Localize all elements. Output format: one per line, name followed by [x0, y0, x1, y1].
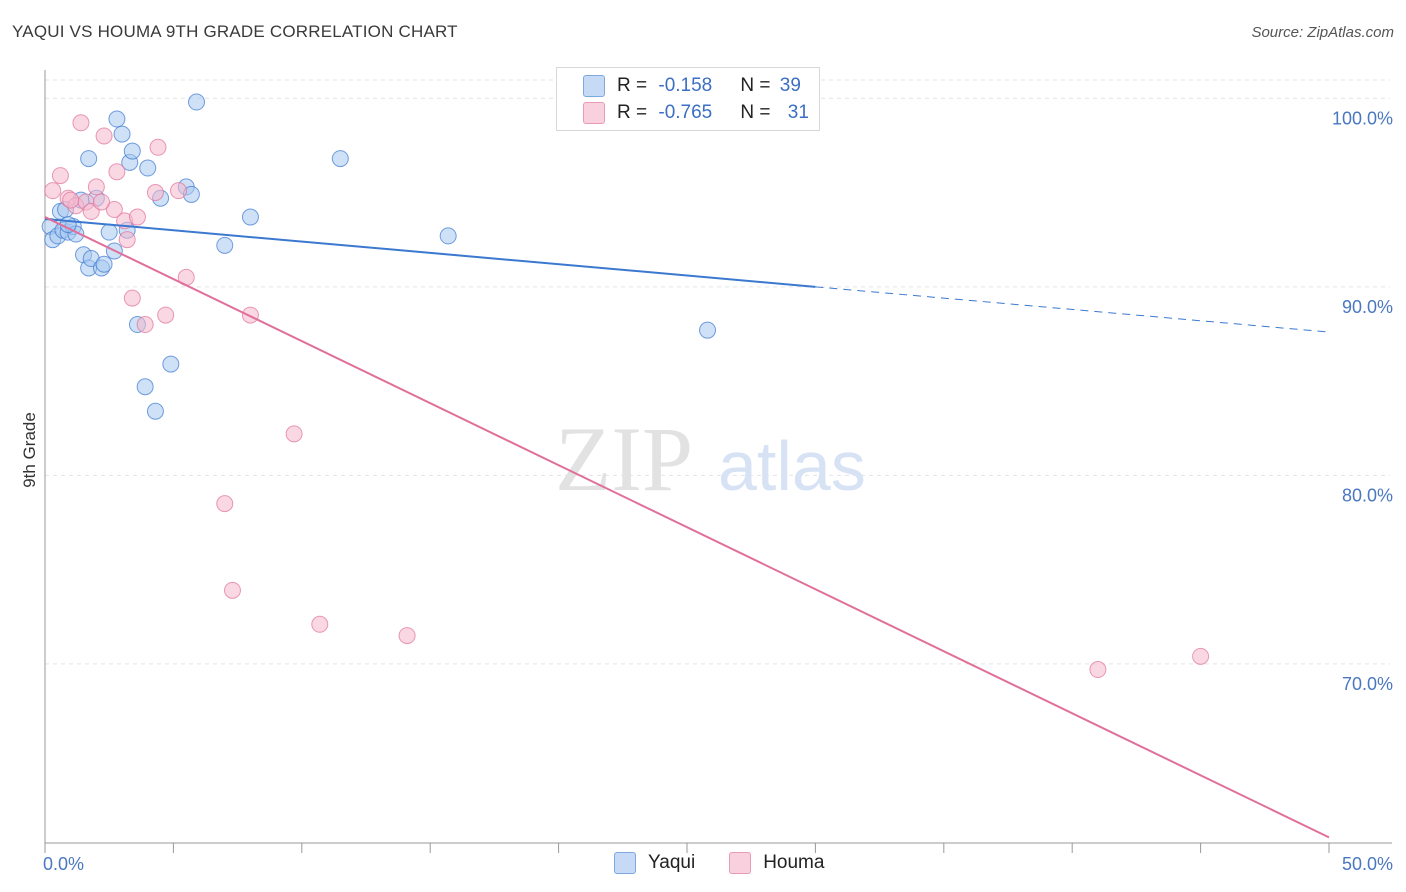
data-point-yaqui [113, 125, 131, 143]
data-point-houma [157, 306, 175, 324]
legend-n-value: 39 [779, 75, 801, 96]
data-point-yaqui [100, 223, 118, 241]
data-points [41, 93, 1210, 679]
legend-swatch-yaqui [583, 75, 605, 97]
watermark-atlas: atlas [718, 427, 866, 505]
trend-lines [44, 216, 1330, 839]
data-point-houma [1089, 661, 1107, 679]
data-point-houma [128, 208, 146, 226]
series-legend: Yaqui Houma [614, 852, 858, 874]
y-axis-label: 9th Grade [20, 412, 39, 488]
data-point-houma [123, 289, 141, 307]
watermark-zip: ZIP [555, 408, 693, 510]
data-point-houma [398, 627, 416, 645]
data-point-houma [149, 138, 167, 156]
data-point-houma [87, 178, 105, 196]
axes [44, 70, 1392, 853]
legend-swatch-houma [583, 102, 605, 124]
gridlines [45, 79, 1390, 665]
data-point-houma [285, 425, 303, 443]
data-point-yaqui [80, 150, 98, 168]
legend-row-houma: R = -0.765 N = 31 [583, 100, 809, 126]
legend-r-label: R = [617, 75, 653, 96]
data-point-yaqui [146, 402, 164, 420]
data-point-houma [241, 306, 259, 324]
data-point-houma [136, 316, 154, 334]
data-point-yaqui [241, 208, 259, 226]
series-yaqui [41, 93, 717, 420]
series-swatch-yaqui [614, 852, 636, 874]
tick-labels: 70.0% 80.0% 90.0% 100.0% 0.0% 50.0% [43, 108, 1393, 874]
data-point-yaqui [699, 321, 717, 339]
y-tick-label: 100.0% [1332, 108, 1393, 128]
data-point-houma [44, 182, 62, 200]
data-point-yaqui [216, 236, 234, 254]
data-point-houma [223, 581, 241, 599]
data-point-houma [72, 114, 90, 132]
series-label-houma: Houma [763, 852, 825, 873]
data-point-yaqui [439, 227, 457, 245]
y-tick-label: 70.0% [1342, 674, 1393, 694]
chart-title: YAQUI VS HOUMA 9TH GRADE CORRELATION CHA… [12, 22, 458, 41]
data-point-houma [95, 127, 113, 145]
legend-n-label: N = [740, 102, 776, 123]
data-point-yaqui [331, 150, 349, 168]
series-legend-yaqui[interactable]: Yaqui [614, 852, 695, 874]
legend-n-value: 31 [787, 102, 809, 123]
trend-line-houma [44, 216, 1330, 839]
trend-line-yaqui [44, 217, 816, 288]
data-point-yaqui [123, 142, 141, 160]
series-swatch-houma [729, 852, 752, 874]
series-label-yaqui: Yaqui [648, 852, 696, 873]
watermark: ZIP atlas [555, 408, 866, 510]
data-point-houma [118, 231, 136, 249]
data-point-houma [146, 184, 164, 202]
series-legend-houma[interactable]: Houma [729, 852, 824, 874]
data-point-houma [51, 167, 69, 185]
legend-r-label: R = [617, 102, 653, 123]
data-point-houma [92, 193, 110, 211]
data-point-yaqui [139, 159, 157, 177]
legend-row-yaqui: R = -0.158 N = 39 [583, 73, 801, 99]
series-houma [44, 114, 1210, 679]
data-point-houma [108, 163, 126, 181]
stats-legend: R = -0.158 N = 39 R = -0.765 N = 31 [556, 67, 820, 131]
legend-r-value: -0.765 [658, 102, 713, 123]
legend-n-label: N = [740, 75, 776, 96]
x-tick-label-min: 0.0% [43, 854, 84, 874]
data-point-yaqui [162, 355, 180, 373]
data-point-yaqui [188, 93, 206, 111]
y-tick-label: 90.0% [1342, 297, 1393, 317]
data-point-yaqui [108, 110, 126, 128]
source-credit: Source: ZipAtlas.com [1251, 24, 1394, 41]
data-point-houma [1192, 647, 1210, 665]
data-point-yaqui [136, 378, 154, 396]
y-tick-label: 80.0% [1342, 485, 1393, 505]
data-point-houma [62, 191, 80, 209]
data-point-houma [105, 201, 123, 219]
data-point-houma [311, 615, 329, 633]
data-point-yaqui [95, 255, 113, 273]
data-point-houma [170, 182, 188, 200]
data-point-houma [216, 495, 234, 513]
x-tick-label-max: 50.0% [1342, 854, 1393, 874]
trend-line-dashed-yaqui [815, 286, 1330, 333]
legend-r-value: -0.158 [658, 75, 713, 96]
